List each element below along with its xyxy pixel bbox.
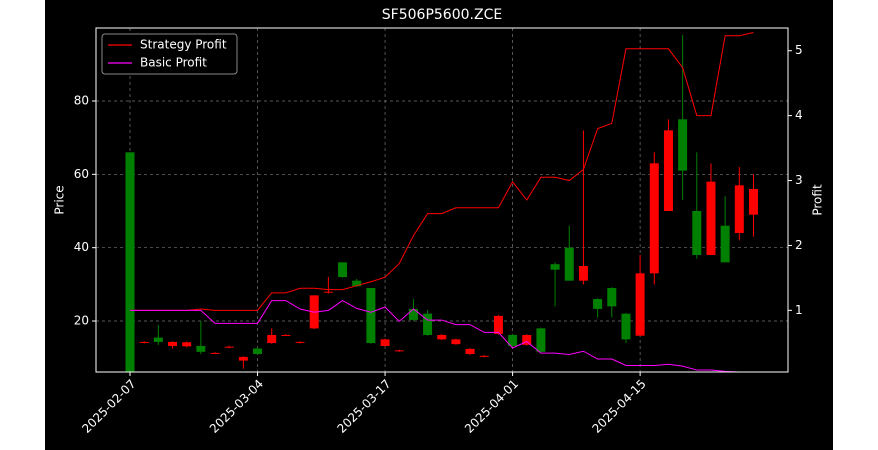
y2-tick-label: 4	[795, 108, 803, 122]
candle-body	[692, 211, 702, 256]
y-tick-label: 20	[74, 314, 89, 328]
candle-body	[210, 352, 220, 354]
candle-body	[338, 262, 348, 278]
candle-body	[352, 280, 362, 287]
candle-body	[238, 356, 248, 361]
candle-body	[678, 119, 688, 171]
y2-axis-label: Profit	[811, 184, 825, 216]
candle-body	[153, 337, 163, 342]
candle-body	[366, 288, 376, 344]
profit-line	[130, 300, 754, 373]
candle-body	[394, 350, 404, 352]
legend-label: Basic Profit	[140, 56, 207, 70]
candle-body	[479, 355, 489, 357]
candle-body	[408, 308, 418, 320]
figure-background	[45, 0, 833, 450]
candle-body	[281, 334, 291, 336]
profit-line	[130, 32, 754, 311]
candle-body	[663, 130, 673, 212]
candle-body	[451, 339, 461, 345]
candle-body	[593, 299, 603, 309]
candle-body	[564, 247, 574, 281]
candle-body	[437, 334, 447, 340]
y2-tick-label: 3	[795, 173, 803, 187]
candle-body	[493, 315, 503, 334]
candle-body	[508, 334, 518, 346]
legend-box	[101, 33, 238, 75]
candle-body	[748, 188, 758, 215]
candle-body	[536, 328, 546, 352]
candle-body	[621, 313, 631, 340]
candle-body	[224, 346, 234, 348]
candle-body	[423, 313, 433, 335]
candle-body	[323, 291, 333, 293]
candle-body	[706, 181, 716, 256]
candle-body	[578, 266, 588, 281]
y-tick-label: 60	[74, 167, 89, 181]
y2-tick-label: 1	[795, 303, 803, 317]
candle-body	[522, 334, 532, 345]
plot-frame	[95, 27, 789, 373]
candle-body	[550, 264, 560, 270]
y-tick-label: 40	[74, 240, 89, 254]
candle-body	[168, 341, 178, 346]
chart-title: SF506P5600.ZCE	[382, 7, 502, 23]
candle-body	[253, 348, 263, 355]
y2-tick-label: 2	[795, 238, 803, 252]
candle-body	[182, 342, 192, 347]
candle-body	[607, 288, 617, 307]
candle-body	[720, 225, 730, 263]
y2-tick-label: 5	[795, 43, 803, 57]
candle-body	[196, 345, 206, 352]
candle-body	[125, 152, 135, 372]
candle-body	[734, 185, 744, 234]
candle-body	[295, 341, 305, 343]
candle-body	[380, 339, 390, 346]
candle-body	[649, 163, 659, 274]
y-axis-label: Price	[53, 185, 67, 214]
candle-body	[635, 273, 645, 336]
candle-body	[267, 334, 277, 344]
y-tick-label: 80	[74, 93, 89, 107]
candle-body	[139, 341, 149, 343]
candle-body	[465, 348, 475, 355]
legend-label: Strategy Profit	[140, 38, 227, 52]
